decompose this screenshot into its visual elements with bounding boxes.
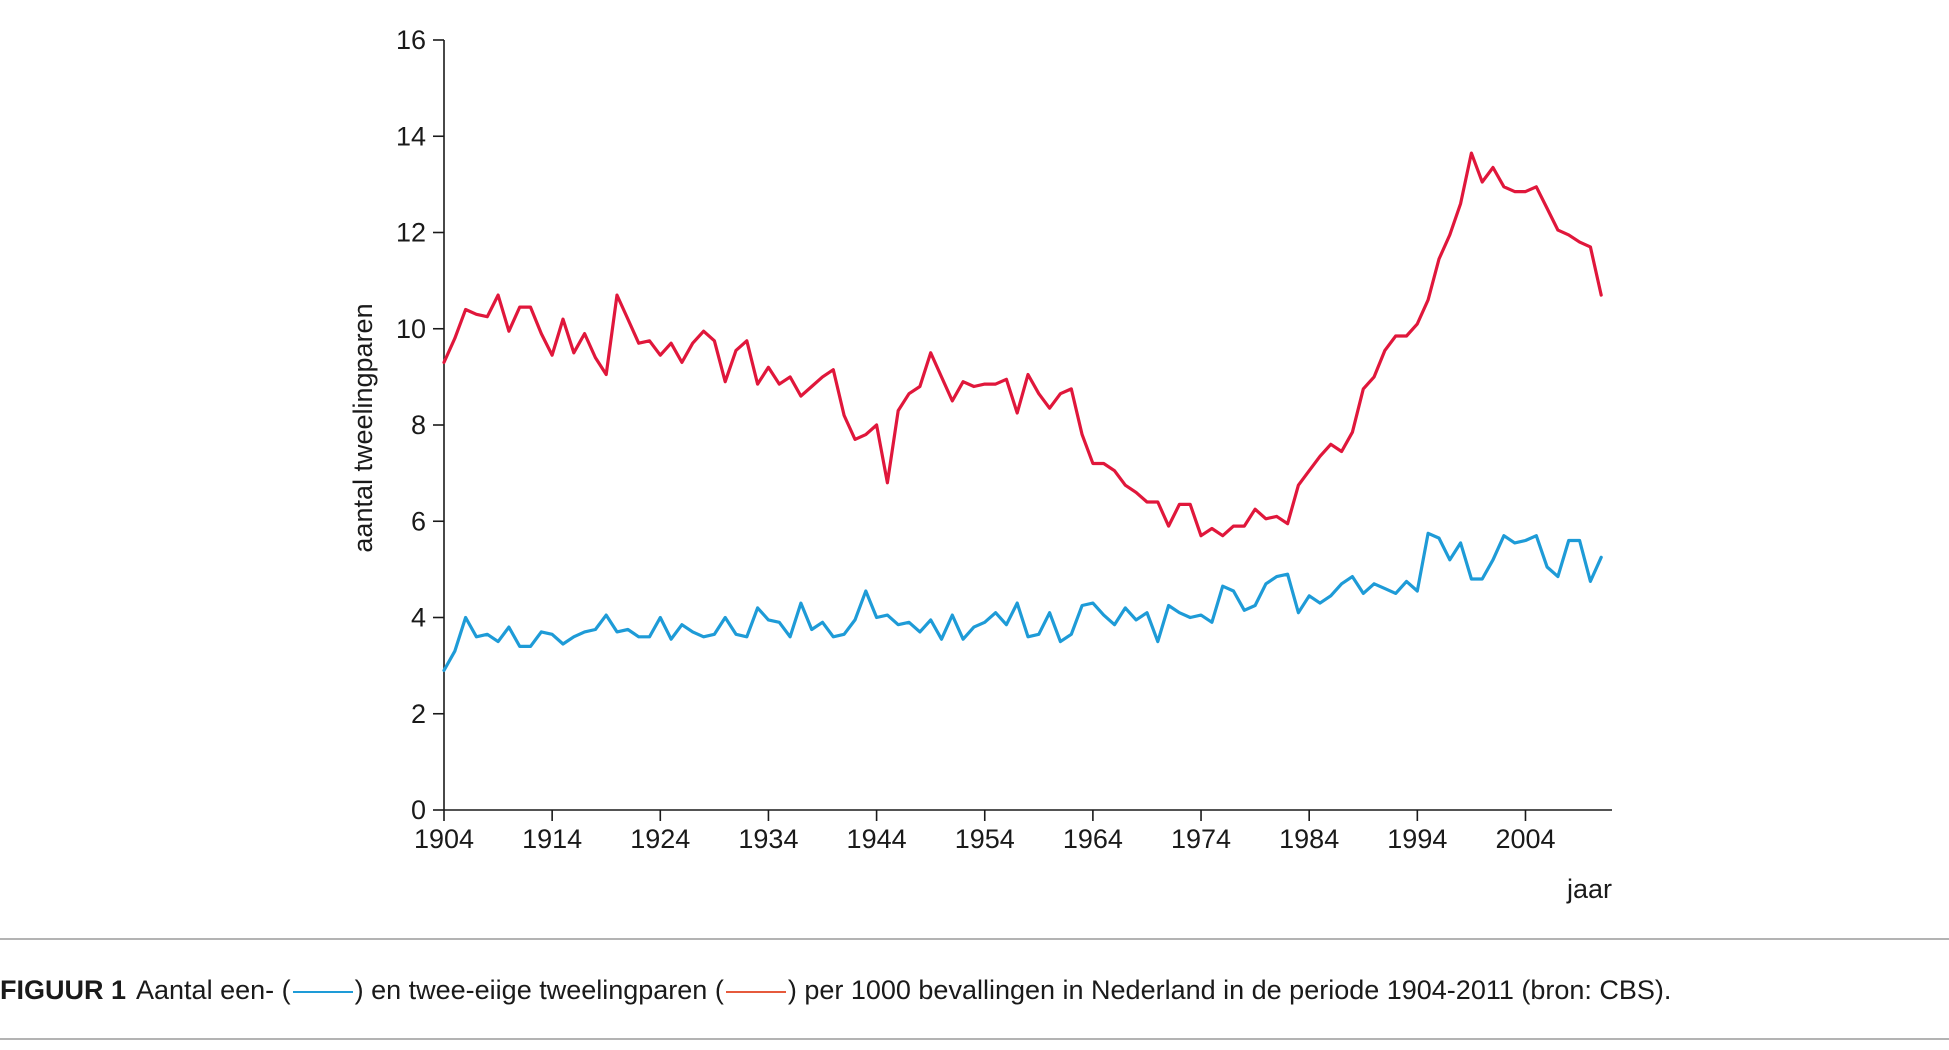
y-tick-label: 14 xyxy=(396,121,426,151)
caption-figure-label: FIGUUR 1 xyxy=(0,975,127,1005)
caption-text-part-1: Aantal een- ( xyxy=(136,975,291,1005)
x-tick-label: 1954 xyxy=(955,824,1015,854)
y-tick-label: 10 xyxy=(396,314,426,344)
series-lines xyxy=(442,151,1603,673)
x-tick-label: 1984 xyxy=(1279,824,1339,854)
y-axis-title: aantal tweelingparen xyxy=(348,303,378,552)
caption-bottom-rule xyxy=(0,1038,1949,1040)
y-tick-label: 2 xyxy=(411,699,426,729)
y-tick-label: 4 xyxy=(411,603,426,633)
figure-caption: FIGUUR 1 Aantal een- ( ) en twee-eiige twe… xyxy=(0,972,1949,1008)
y-tick-label: 16 xyxy=(396,25,426,55)
legend-swatch-twee-eiig xyxy=(725,990,786,993)
y-tick-label: 0 xyxy=(411,795,426,825)
x-tick-label: 1944 xyxy=(847,824,907,854)
caption-top-rule xyxy=(0,938,1949,940)
series-line-een-eiig xyxy=(442,531,1603,673)
x-ticks: 1904 1914 1924 1934 1944 1954 1964 1974 1984 1994… xyxy=(414,810,1556,854)
y-tick-label: 6 xyxy=(411,506,426,536)
chart-axes xyxy=(443,40,1612,811)
series-line-twee-eiig xyxy=(442,151,1603,538)
x-tick-label: 1964 xyxy=(1063,824,1123,854)
x-tick-label: 1904 xyxy=(414,824,474,854)
x-tick-label: 1914 xyxy=(522,824,582,854)
y-ticks: 0 2 4 6 8 10 12 14 16 xyxy=(396,25,444,825)
legend-swatch-een-eiig xyxy=(292,990,353,993)
x-tick-label: 1934 xyxy=(738,824,798,854)
y-tick-label: 8 xyxy=(411,410,426,440)
caption-text-part-3: ) per 1000 bevallingen in Nederland in d… xyxy=(787,975,1672,1005)
caption-text-part-2: ) en twee-eiige tweelingparen ( xyxy=(354,975,724,1005)
y-tick-label: 12 xyxy=(396,218,426,248)
x-tick-label: 1994 xyxy=(1387,824,1447,854)
x-tick-label: 1924 xyxy=(630,824,690,854)
x-axis-title: jaar xyxy=(1566,874,1612,904)
x-tick-label: 1974 xyxy=(1171,824,1231,854)
x-tick-label: 2004 xyxy=(1495,824,1555,854)
